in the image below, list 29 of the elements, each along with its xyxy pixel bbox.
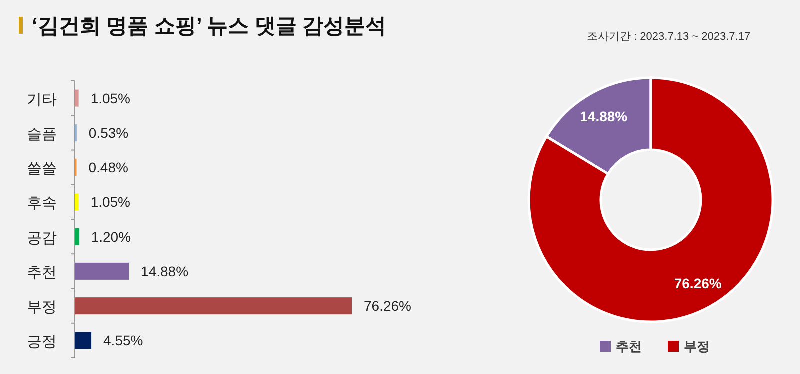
data-label: 14.88% [141,263,189,280]
bar [75,90,79,107]
y-tick-label: 긍정 [27,334,57,351]
data-label: 1.05% [90,90,131,106]
legend-label: 추천 [616,339,642,354]
y-tick-label: 쓸쓸 [27,160,57,178]
y-tick-label: 부정 [27,299,57,316]
chart-title: ‘김건희 명품 쇼핑’ 뉴스 댓글 감성분석 [32,15,387,38]
data-label: 0.48% [88,160,128,176]
data-label: 76.26% [674,276,722,292]
bar [75,298,352,315]
legend-label: 부정 [684,339,710,354]
data-label: 0.53% [88,124,129,141]
y-tick-label: 슬픔 [27,126,57,143]
y-tick-label: 후속 [27,195,57,212]
data-label: 76.26% [364,298,412,314]
bar [75,262,130,280]
bar [75,194,79,211]
data-label: 4.55% [104,332,144,349]
bar [75,228,80,246]
bar [75,332,92,350]
data-label: 1.05% [90,194,131,210]
text: 조사기간 : 2023.7.13 ~ 2023.7.17 [587,31,751,43]
y-tick-label: 기타 [27,91,57,108]
donut-slice [528,76,774,323]
data-label: 14.88% [580,108,628,124]
y-tick-label: 추천 [27,264,57,282]
data-label: 1.20% [91,228,132,245]
y-tick-label: 공감 [27,230,57,247]
